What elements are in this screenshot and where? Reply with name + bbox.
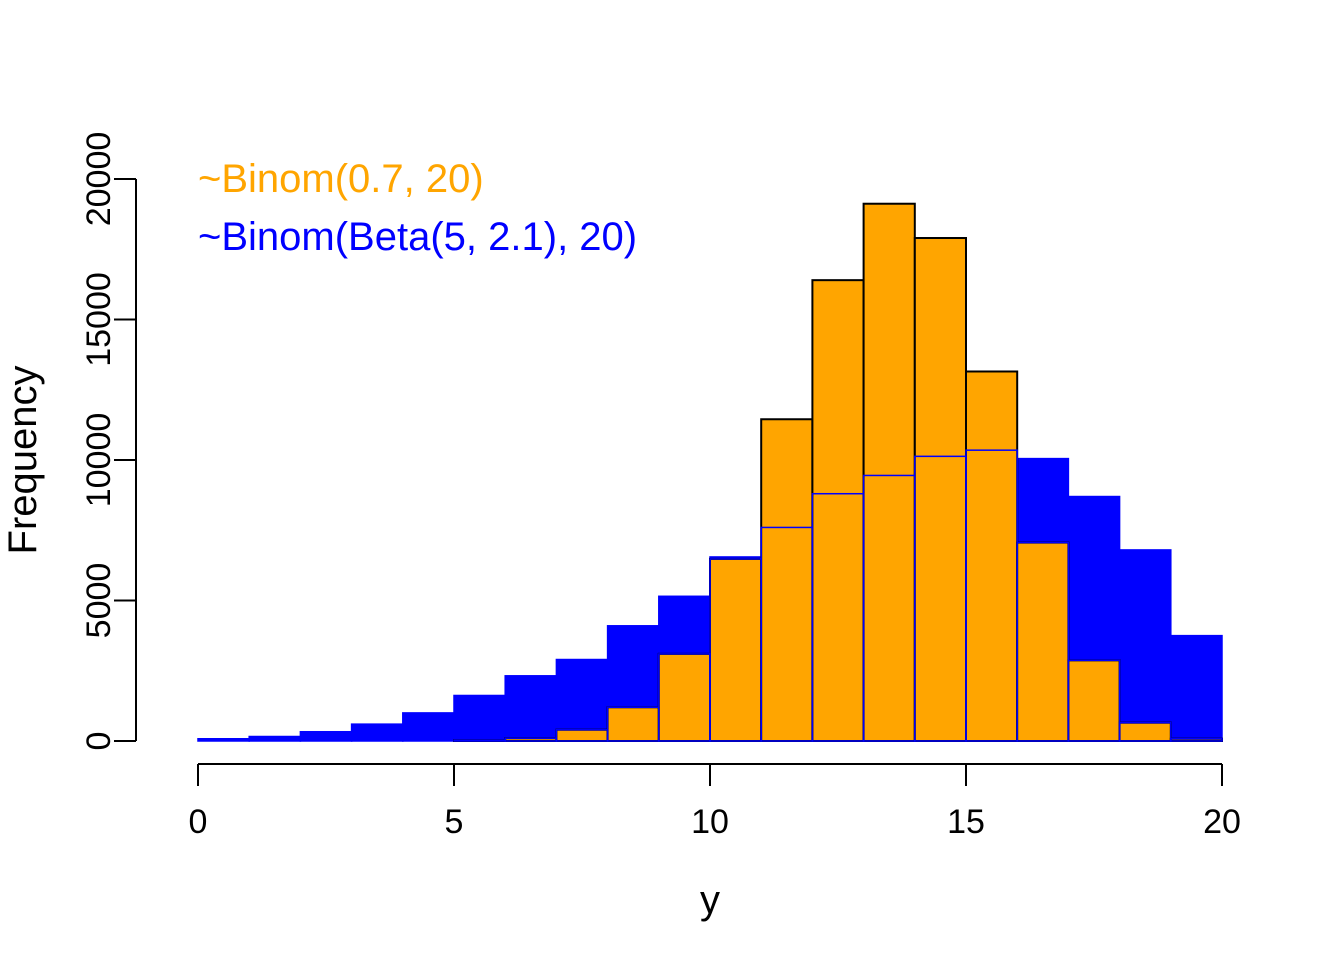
y-tick-label: 0: [80, 732, 118, 751]
orange-bar-17: [1067, 659, 1121, 743]
blue-outline-18: [1118, 721, 1172, 742]
x-tick-label: 5: [445, 803, 464, 841]
orange-bar-15: [965, 370, 1019, 742]
orange-bar-9: [657, 652, 711, 743]
y-tick-label: 15000: [80, 272, 118, 367]
x-tick-label: 20: [1203, 803, 1241, 841]
y-tick-label: 5000: [80, 563, 118, 639]
blue-bar-5: [453, 694, 506, 742]
blue-bar-1: [248, 735, 302, 742]
y-tick-label: 20000: [80, 132, 118, 227]
blue-bar-4: [402, 712, 455, 742]
orange-bar-14: [913, 237, 967, 742]
y-axis-title: Frequency: [1, 366, 45, 555]
blue-bar-18: [1118, 549, 1172, 742]
blue-outline-5: [453, 739, 506, 742]
orange-bar-8: [606, 706, 660, 743]
orange-bar-7: [555, 728, 609, 743]
orange-bar-12: [811, 279, 865, 742]
blue-bar-0: [197, 738, 250, 742]
x-axis-title: y: [700, 878, 720, 922]
blue-outline-16: [1016, 541, 1070, 742]
blue-outline-19: [1170, 738, 1223, 742]
blue-series-outline-over-orange: [453, 449, 1223, 742]
blue-bar-2: [299, 730, 353, 742]
x-axis-ticks: 0 5 10 15 20: [189, 764, 1241, 841]
x-tick-label: 10: [691, 803, 729, 841]
orange-bar-18: [1118, 721, 1172, 742]
blue-bar-6: [504, 675, 558, 742]
orange-bar-13: [862, 202, 916, 742]
x-tick-label: 15: [947, 803, 985, 841]
legend-label-binom: ~Binom(0.7, 20): [198, 157, 484, 201]
orange-bar-16: [1016, 541, 1070, 743]
blue-bar-3: [350, 723, 404, 742]
x-tick-label: 0: [189, 803, 208, 841]
orange-bar-10: [709, 557, 763, 742]
blue-outline-17: [1067, 659, 1121, 742]
blue-bar-19: [1170, 634, 1223, 742]
y-tick-label: 10000: [80, 413, 118, 508]
orange-bar-11: [760, 418, 814, 742]
legend-label-beta-binom: ~Binom(Beta(5, 2.1), 20): [198, 215, 637, 259]
y-axis-ticks: 0 5000 10000 15000 20000: [80, 132, 136, 751]
